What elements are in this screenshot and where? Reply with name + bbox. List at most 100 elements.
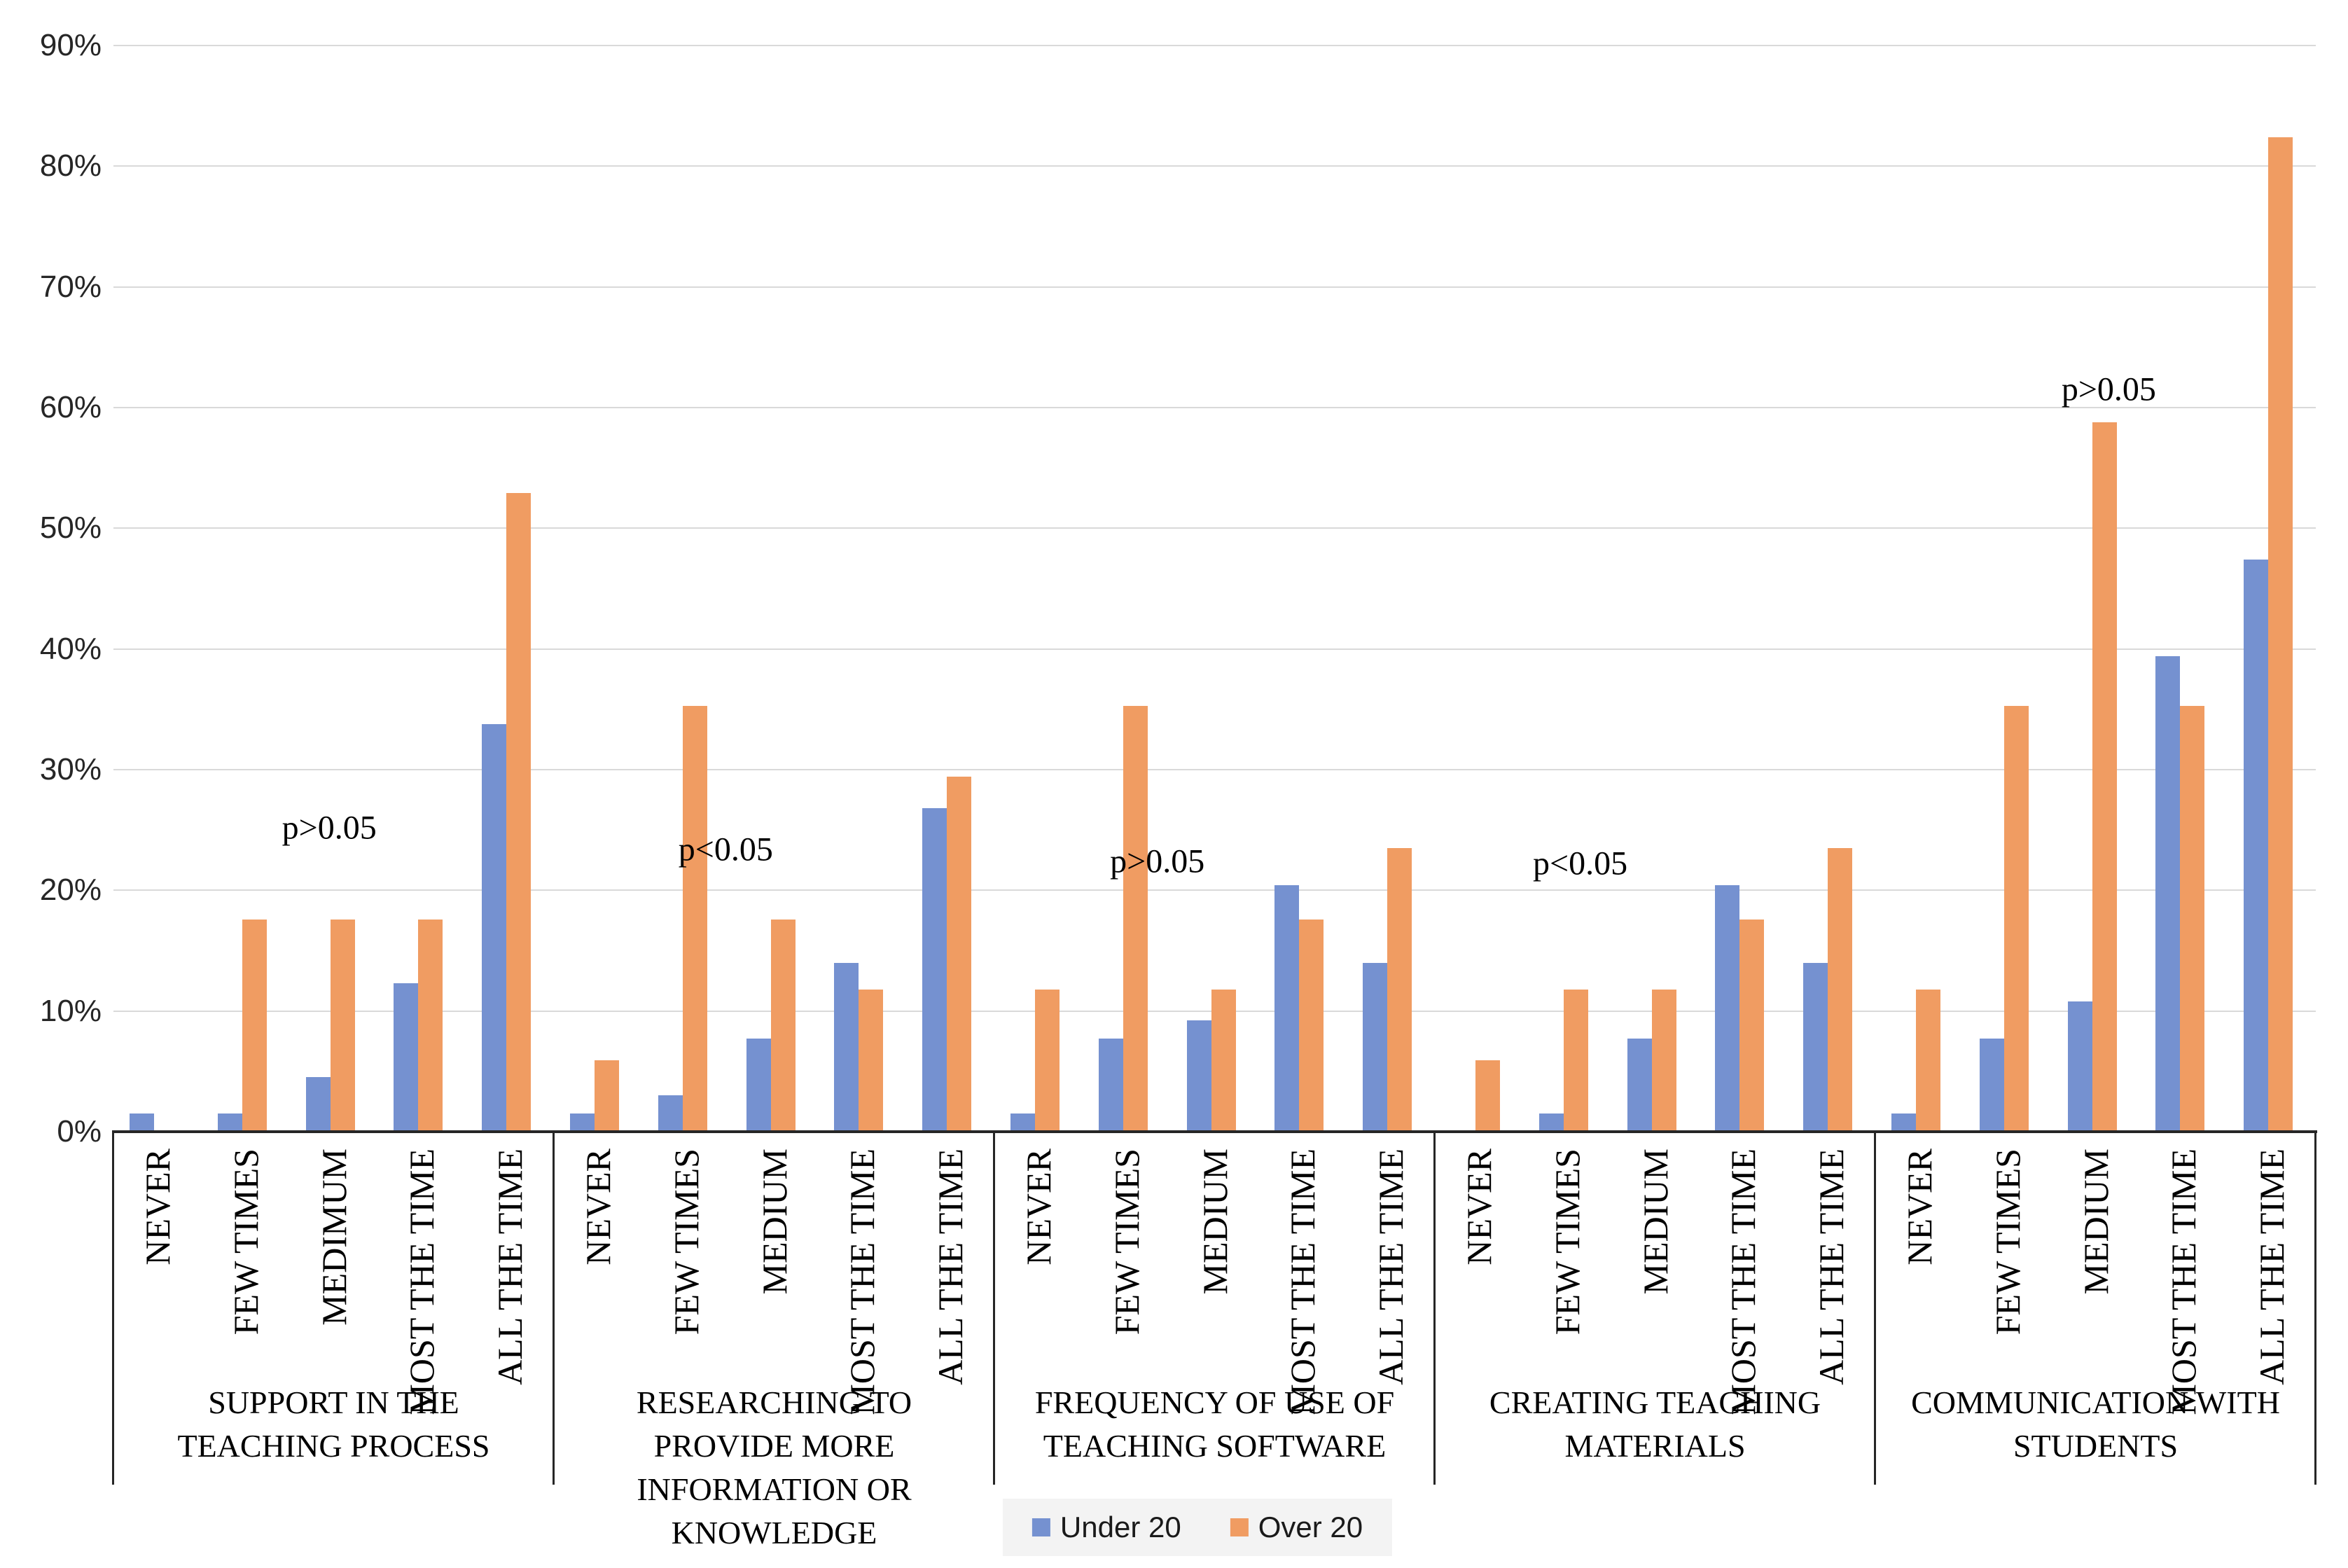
legend-item-over-20: Over 20 xyxy=(1230,1510,1363,1545)
bar-over20 xyxy=(770,919,796,1132)
bar-under20 xyxy=(1803,962,1828,1132)
bar-over20 xyxy=(506,493,532,1132)
bar-under20 xyxy=(746,1039,771,1132)
legend-item-under-20: Under 20 xyxy=(1031,1510,1181,1545)
gridline-20 xyxy=(113,889,2316,891)
x-category-label: MEDIUM xyxy=(1195,1149,1235,1295)
bar-under20 xyxy=(1715,885,1740,1132)
group-separator xyxy=(1433,1132,1436,1485)
bar-over20 xyxy=(859,989,884,1132)
x-category-label: FEW TIMES xyxy=(666,1149,706,1335)
x-category-label: FEW TIMES xyxy=(225,1149,265,1335)
bar-under20 xyxy=(1538,1113,1564,1132)
y-tick-label-90: 90% xyxy=(39,28,102,62)
x-category-label: NEVER xyxy=(1899,1149,1939,1265)
x-category-label: MOST THE TIME xyxy=(842,1149,882,1415)
bar-under20 xyxy=(1891,1113,1916,1132)
x-category-label: NEVER xyxy=(1018,1149,1058,1265)
y-tick-label-50: 50% xyxy=(39,511,102,546)
y-tick-label-30: 30% xyxy=(39,752,102,786)
bar-over20 xyxy=(1828,848,1853,1132)
x-group-label: COMMUNICATION WITH STUDENTS xyxy=(1911,1385,2280,1464)
bar-under20 xyxy=(1627,1039,1652,1132)
bar-under20 xyxy=(1010,1113,1035,1132)
bar-over20 xyxy=(594,1060,619,1132)
bar-over20 xyxy=(1739,919,1765,1132)
x-category-label: ALL THE TIME xyxy=(490,1149,530,1385)
gridline-40 xyxy=(113,648,2316,650)
gridline-50 xyxy=(113,527,2316,529)
x-group-label: SUPPORT IN THE TEACHING PROCESS xyxy=(177,1385,490,1464)
bar-over20 xyxy=(1915,989,1940,1132)
y-tick-label-40: 40% xyxy=(39,631,102,666)
gridline-60 xyxy=(113,407,2316,408)
bar-under20 xyxy=(658,1095,683,1132)
gridline-70 xyxy=(113,286,2316,288)
gridline-90 xyxy=(113,45,2316,46)
y-tick-label-80: 80% xyxy=(39,148,102,183)
x-category-label: ALL THE TIME xyxy=(1812,1149,1852,1385)
gridline-80 xyxy=(113,165,2316,167)
bar-over20 xyxy=(330,919,355,1132)
bar-over20 xyxy=(1123,705,1148,1132)
bar-under20 xyxy=(1363,962,1388,1132)
bar-over20 xyxy=(1299,919,1324,1132)
x-category-label: MEDIUM xyxy=(754,1149,794,1295)
x-category-label: FEW TIMES xyxy=(1987,1149,2027,1335)
y-tick-label-70: 70% xyxy=(39,269,102,304)
bar-under20 xyxy=(834,962,859,1132)
y-tick-label-20: 20% xyxy=(39,873,102,908)
bar-under20 xyxy=(1979,1039,2004,1132)
bar-over20 xyxy=(2180,705,2205,1132)
legend-label-under-20: Under 20 xyxy=(1060,1511,1181,1543)
x-group-label: RESEARCHING TO PROVIDE MORE INFORMATION … xyxy=(636,1385,912,1550)
bar-under20 xyxy=(1186,1020,1211,1132)
bar-under20 xyxy=(305,1077,331,1132)
bar-over20 xyxy=(1563,989,1588,1132)
group-separator xyxy=(1874,1132,1876,1485)
legend-label-over-20: Over 20 xyxy=(1258,1511,1363,1543)
group-separator xyxy=(553,1132,555,1485)
y-tick-label-60: 60% xyxy=(39,390,102,424)
p-value-annotation: p<0.05 xyxy=(1533,845,1628,882)
x-group-label: FREQUENCY OF USE OF TEACHING SOFTWARE xyxy=(1034,1385,1395,1464)
x-category-label: MOST THE TIME xyxy=(1723,1149,1763,1415)
bar-under20 xyxy=(569,1113,595,1132)
group-separator xyxy=(112,1132,114,1485)
bar-over20 xyxy=(2268,137,2293,1132)
y-tick-label-10: 10% xyxy=(39,993,102,1028)
legend: Under 20 Over 20 xyxy=(1002,1499,1393,1556)
bar-over20 xyxy=(2003,705,2029,1132)
p-value-annotation: p>0.05 xyxy=(2061,370,2156,408)
bar-under20 xyxy=(217,1113,242,1132)
x-category-label: ALL THE TIME xyxy=(2252,1149,2292,1385)
bar-under20 xyxy=(1098,1039,1123,1132)
p-value-annotation: p<0.05 xyxy=(678,831,773,868)
bar-over20 xyxy=(1651,989,1676,1132)
group-separator xyxy=(2314,1132,2316,1485)
bar-over20 xyxy=(947,777,972,1132)
bar-over20 xyxy=(1211,989,1236,1132)
bar-under20 xyxy=(2067,1001,2092,1132)
p-value-annotation: p>0.05 xyxy=(1110,842,1205,880)
x-category-label: MOST THE TIME xyxy=(402,1149,442,1415)
x-category-label: MEDIUM xyxy=(1635,1149,1675,1295)
bar-under20 xyxy=(394,983,419,1132)
bar-over20 xyxy=(418,919,443,1132)
x-category-label: NEVER xyxy=(1459,1149,1499,1265)
group-separator xyxy=(993,1132,995,1485)
bar-over20 xyxy=(1387,848,1412,1132)
legend-swatch-over-20-icon xyxy=(1230,1518,1249,1536)
gridline-30 xyxy=(113,769,2316,770)
x-category-label: FEW TIMES xyxy=(1106,1149,1146,1335)
p-value-annotation: p>0.05 xyxy=(282,809,377,847)
bar-under20 xyxy=(129,1113,154,1132)
x-category-label: MOST THE TIME xyxy=(1283,1149,1323,1415)
x-category-label: NEVER xyxy=(578,1149,618,1265)
x-category-label: MEDIUM xyxy=(2076,1149,2116,1295)
bar-under20 xyxy=(2244,560,2269,1132)
bar-over20 xyxy=(1475,1060,1500,1132)
x-group-label: CREATING TEACHING MATERIALS xyxy=(1489,1385,1821,1464)
